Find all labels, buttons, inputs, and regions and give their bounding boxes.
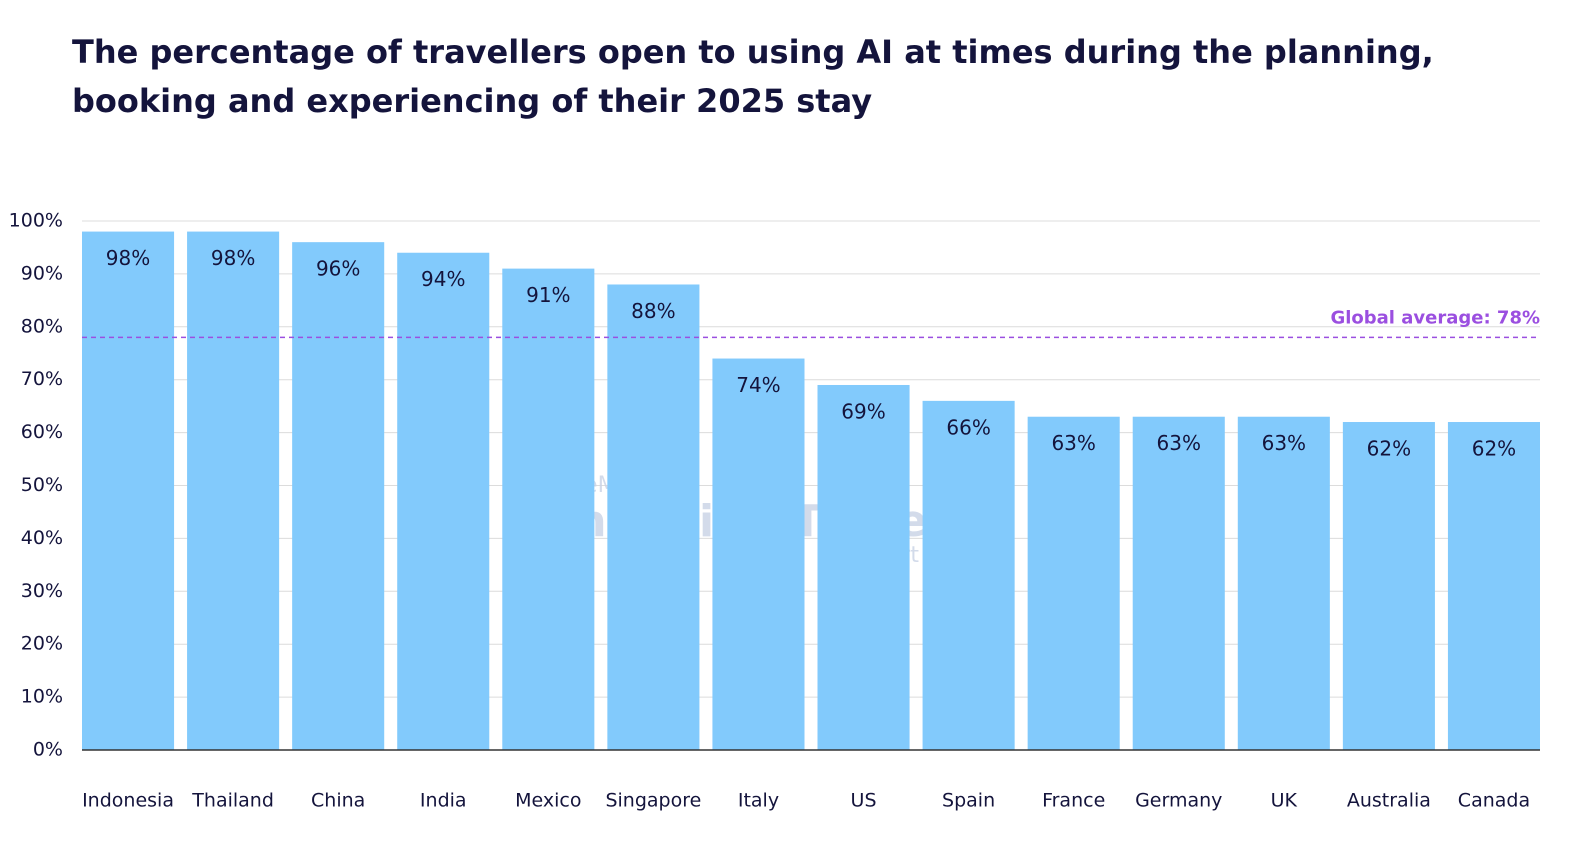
value-label: 88% xyxy=(631,299,675,323)
y-tick-label: 30% xyxy=(21,580,63,602)
value-label: 69% xyxy=(841,399,885,423)
bar xyxy=(1237,416,1330,750)
value-label: 94% xyxy=(421,267,465,291)
x-tick-label: Italy xyxy=(738,790,779,812)
y-tick-label: 60% xyxy=(21,421,63,443)
x-tick-label: Spain xyxy=(942,790,995,812)
bar xyxy=(397,252,490,751)
y-tick-label: 40% xyxy=(21,527,63,549)
x-tick-label: India xyxy=(420,790,467,812)
x-tick-label: US xyxy=(851,790,877,812)
x-tick-label: Thailand xyxy=(191,790,274,812)
value-label: 98% xyxy=(211,246,255,270)
reference-label: Global average: 78% xyxy=(1330,307,1540,328)
x-tick-label: UK xyxy=(1271,790,1298,812)
value-label: 74% xyxy=(736,373,780,397)
bar xyxy=(1132,416,1225,750)
x-tick-label: Mexico xyxy=(515,790,581,812)
y-tick-label: 100% xyxy=(9,210,63,232)
chart-title: The percentage of travellers open to usi… xyxy=(72,33,1434,120)
value-label: 63% xyxy=(1262,431,1306,455)
value-label: 98% xyxy=(106,246,150,270)
bar xyxy=(187,231,280,750)
value-label: 91% xyxy=(526,283,570,307)
value-label: 96% xyxy=(316,257,360,281)
bar xyxy=(712,358,805,750)
bar xyxy=(922,400,1015,750)
x-tick-label: Germany xyxy=(1135,790,1222,812)
x-tick-label: Singapore xyxy=(605,790,701,812)
value-label: 62% xyxy=(1367,437,1411,461)
value-label: 63% xyxy=(1157,431,1201,455)
x-tick-label: France xyxy=(1042,790,1105,812)
bar xyxy=(502,268,595,750)
bar xyxy=(817,384,910,750)
y-tick-label: 80% xyxy=(21,315,63,337)
x-tick-label: Indonesia xyxy=(82,790,174,812)
x-tick-label: Australia xyxy=(1347,790,1431,812)
y-tick-label: 90% xyxy=(21,262,63,284)
x-tick-label: China xyxy=(311,790,365,812)
value-label: 66% xyxy=(946,415,990,439)
value-label: 63% xyxy=(1051,431,1095,455)
y-tick-label: 50% xyxy=(21,474,63,496)
y-tick-label: 20% xyxy=(21,633,63,655)
y-tick-label: 10% xyxy=(21,686,63,708)
bar xyxy=(1447,422,1540,750)
bar xyxy=(1027,416,1120,750)
bar xyxy=(292,242,385,750)
bar xyxy=(82,231,175,750)
x-tick-label: Canada xyxy=(1458,790,1530,812)
y-tick-label: 0% xyxy=(33,739,63,761)
bar xyxy=(607,284,700,750)
bar xyxy=(1342,422,1435,750)
y-tick-label: 70% xyxy=(21,368,63,390)
value-label: 62% xyxy=(1472,437,1516,461)
